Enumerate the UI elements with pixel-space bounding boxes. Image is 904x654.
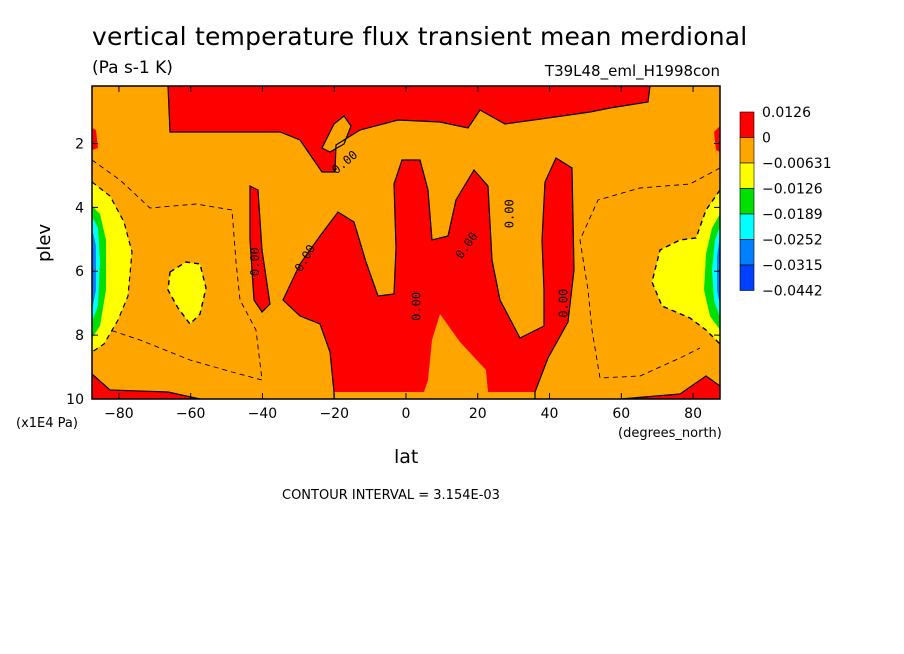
contour-zero-top	[167, 85, 651, 173]
contour-neg-left-2	[91, 181, 133, 353]
region-red-left-column	[250, 186, 270, 312]
contour-zero-bottom-left	[91, 373, 201, 400]
contour-neg-right-2	[651, 189, 721, 345]
contour-zero-left-column	[249, 185, 271, 313]
legend-label: −0.0442	[762, 284, 823, 300]
legend-swatch	[739, 162, 755, 189]
legend-label: −0.0252	[762, 233, 823, 249]
legend-swatch	[739, 264, 755, 291]
x-tick-label: 20	[469, 406, 487, 422]
contour-neg-sh	[167, 261, 207, 326]
contour-zero-island	[321, 115, 352, 153]
x-axis-units: (degrees_north)	[618, 426, 722, 441]
legend-swatch	[739, 188, 755, 215]
x-tick-label: −40	[248, 406, 278, 422]
legend-swatch	[739, 239, 755, 266]
contour-neg-right-1	[579, 167, 721, 379]
x-axis-label: lat	[394, 446, 419, 468]
y-axis-label: plev	[34, 223, 55, 262]
region-red-corner-right	[714, 126, 720, 152]
y-tick-label: 2	[75, 136, 84, 152]
contour-label: 0.00	[248, 247, 262, 276]
region-red-corner-left	[92, 128, 98, 150]
y-axis-units: (x1E4 Pa)	[16, 416, 78, 431]
color-legend: 0.0126 0 −0.00631 −0.0126 −0.0189 −0.0252 −0.0…	[739, 105, 832, 300]
region-right-yellow	[652, 190, 720, 344]
contour-fills	[92, 86, 720, 399]
x-tick-label: 80	[684, 406, 702, 422]
region-yellow-sh	[168, 262, 206, 324]
contour-zero-bottom-right	[619, 375, 721, 400]
y-tick-label: 6	[75, 264, 84, 280]
x-tick-label: −20	[319, 406, 349, 422]
x-tick-label: 40	[541, 406, 559, 422]
y-tick-label: 8	[75, 328, 84, 344]
legend-label: 0.0126	[762, 105, 811, 121]
legend-label: −0.0315	[762, 258, 823, 274]
legend-label: 0	[762, 131, 771, 147]
y-tick-label: 10	[66, 392, 84, 408]
contour-labels: 0.00 0.000.000.000.000.000.00	[248, 148, 571, 321]
x-tick-label: −60	[176, 406, 206, 422]
contour-label: 0.00	[409, 292, 423, 321]
region-red-top	[168, 86, 650, 172]
contour-label: 0.00	[556, 289, 570, 318]
legend-swatch	[739, 213, 755, 240]
contour-zero-center	[282, 157, 575, 399]
contour-neg-left-1	[91, 159, 263, 381]
legend-label: −0.00631	[762, 156, 832, 172]
legend-swatch	[739, 137, 755, 164]
y-tick-label: 4	[75, 200, 84, 216]
y-axis: 2 4 6 8 10	[66, 136, 720, 408]
chart-units: (Pa s-1 K)	[92, 58, 173, 78]
region-red-bottom-right	[620, 376, 720, 399]
x-axis: −80 −60 −40 −20 0 20 40 60 80	[104, 86, 702, 422]
x-tick-label: 0	[402, 406, 411, 422]
legend-swatch	[739, 111, 755, 138]
legend-label: −0.0189	[762, 207, 823, 223]
contour-lines	[91, 85, 721, 400]
legend-label: −0.0126	[762, 182, 823, 198]
contour-interval: CONTOUR INTERVAL = 3.154E-03	[282, 488, 500, 503]
region-red-center	[283, 158, 574, 392]
dataset-name: T39L48_eml_H1998con	[544, 62, 720, 80]
region-left-blue	[92, 228, 96, 310]
chart-title: vertical temperature flux transient mean…	[92, 22, 748, 51]
contour-label: 0.00	[503, 199, 517, 228]
x-tick-label: 60	[612, 406, 630, 422]
x-tick-label: −80	[104, 406, 134, 422]
region-red-bottom-left	[92, 374, 200, 399]
